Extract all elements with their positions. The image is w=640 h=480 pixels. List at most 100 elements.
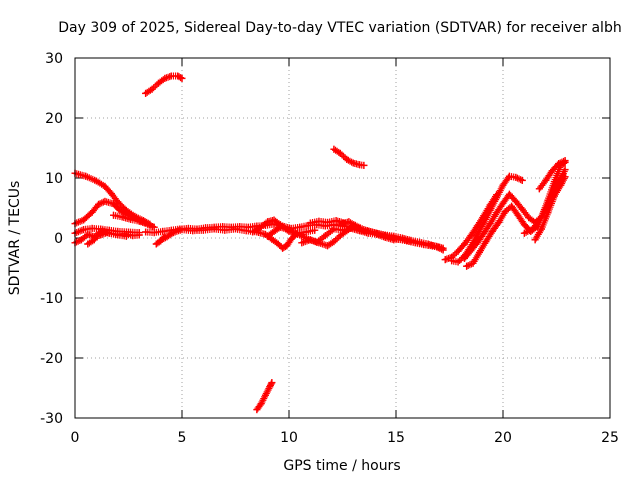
- data-point: [283, 242, 291, 250]
- data-point: [92, 177, 100, 185]
- data-point: [118, 213, 126, 221]
- data-point: [157, 237, 165, 245]
- data-point: [486, 201, 494, 209]
- data-point: [557, 181, 565, 189]
- data-point: [460, 254, 468, 262]
- data-point: [336, 149, 344, 157]
- series-track-k: [157, 225, 302, 252]
- plot-area-border: [74, 57, 611, 419]
- data-point: [90, 236, 98, 244]
- data-point: [127, 215, 135, 223]
- data-point: [257, 223, 265, 231]
- data-point: [561, 157, 569, 165]
- data-point: [150, 229, 158, 237]
- data-point: [525, 214, 533, 222]
- x-tick-label: 20: [494, 430, 512, 446]
- data-point: [499, 199, 507, 207]
- data-point: [349, 159, 357, 167]
- data-point: [270, 227, 278, 235]
- data-point: [261, 391, 269, 399]
- data-point: [493, 209, 501, 217]
- data-point: [463, 262, 471, 270]
- data-point: [555, 160, 563, 168]
- data-point: [99, 227, 107, 235]
- series-track-b: [253, 379, 276, 414]
- data-point: [341, 219, 349, 227]
- data-point: [253, 406, 261, 414]
- data-point: [482, 238, 490, 246]
- data-point: [324, 218, 332, 226]
- data-point: [142, 89, 150, 97]
- data-point: [110, 200, 118, 208]
- data-point: [266, 383, 274, 391]
- grid-lines: [75, 58, 610, 418]
- data-point: [480, 229, 488, 237]
- data-point: [435, 243, 443, 251]
- data-point: [360, 226, 368, 234]
- data-point: [270, 216, 278, 224]
- data-point: [95, 200, 103, 208]
- data-point: [535, 185, 543, 193]
- series-track-o: [296, 224, 447, 254]
- data-point: [285, 226, 293, 234]
- data-point: [448, 253, 456, 261]
- data-point: [520, 221, 528, 229]
- data-point: [454, 258, 462, 266]
- series-markers: [531, 173, 569, 244]
- data-point: [161, 232, 169, 240]
- series-track-i: [110, 211, 158, 231]
- data-point: [129, 232, 137, 240]
- x-tick-label: 25: [601, 430, 619, 446]
- data-point: [351, 221, 359, 229]
- data-point: [495, 218, 503, 226]
- x-tick-label: 15: [387, 430, 405, 446]
- data-point: [512, 173, 520, 181]
- data-point: [77, 236, 85, 244]
- y-tick-label: 10: [45, 171, 63, 187]
- series-track-q: [339, 218, 443, 251]
- data-point: [467, 247, 475, 255]
- data-point: [264, 232, 272, 240]
- data-point: [178, 74, 186, 82]
- series-track-v: [441, 191, 501, 264]
- data-point: [315, 239, 323, 247]
- data-point: [469, 259, 477, 267]
- data-point: [122, 232, 130, 240]
- series-track-x: [535, 157, 569, 193]
- data-point: [386, 233, 394, 241]
- data-point: [330, 225, 338, 233]
- data-point: [441, 256, 449, 264]
- data-point: [561, 166, 569, 174]
- data-point: [518, 176, 526, 184]
- data-point: [161, 74, 169, 82]
- y-tick-label: 30: [45, 51, 63, 67]
- data-point: [473, 222, 481, 230]
- data-point: [257, 400, 265, 408]
- data-point: [148, 85, 156, 93]
- data-point: [159, 227, 167, 235]
- y-tick-label: 20: [45, 111, 63, 127]
- data-point: [548, 167, 556, 175]
- data-point: [84, 240, 92, 248]
- data-point: [264, 218, 272, 226]
- y-tick-label: -30: [40, 411, 63, 427]
- data-point: [101, 182, 109, 190]
- tick-labels: 0 5 10 15 20 25 -30 -20 -10 0 10 20 30: [40, 51, 619, 446]
- data-point: [345, 218, 353, 226]
- data-point: [298, 239, 306, 247]
- data-point: [505, 172, 513, 180]
- data-point: [428, 242, 436, 250]
- series-track-l: [152, 232, 169, 248]
- data-point: [360, 161, 368, 169]
- data-point: [411, 239, 419, 247]
- data-point: [268, 379, 276, 387]
- data-point: [276, 223, 284, 231]
- data-point: [152, 240, 160, 248]
- data-series: [71, 72, 569, 414]
- data-point: [518, 205, 526, 213]
- data-point: [531, 236, 539, 244]
- data-point: [84, 230, 92, 238]
- data-point: [512, 197, 520, 205]
- data-point: [95, 229, 103, 237]
- data-point: [324, 242, 332, 250]
